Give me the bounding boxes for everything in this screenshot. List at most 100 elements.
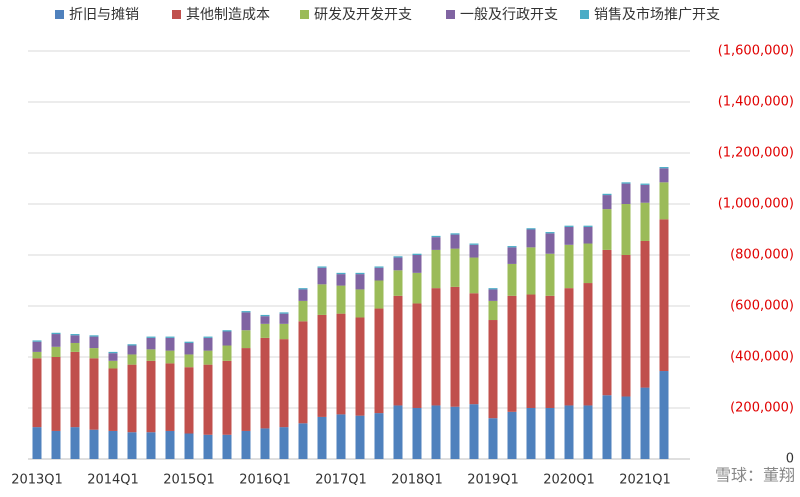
x-tick-label: 2014Q1 bbox=[87, 473, 139, 488]
bar-segment bbox=[469, 244, 479, 258]
bar-segment bbox=[469, 257, 479, 294]
legend-swatch bbox=[300, 10, 309, 19]
bar-segment bbox=[108, 351, 118, 354]
bar-segment bbox=[32, 351, 42, 359]
bar-segment bbox=[336, 313, 346, 415]
legend-label: 销售及市场推广开支 bbox=[594, 6, 720, 23]
bar-segment bbox=[640, 184, 650, 203]
bar-segment bbox=[659, 219, 669, 372]
bar-segment bbox=[621, 182, 631, 184]
x-tick-label: 2020Q1 bbox=[543, 473, 595, 488]
bar-segment bbox=[146, 336, 156, 338]
bar-segment bbox=[70, 351, 80, 428]
bar-segment bbox=[222, 434, 232, 459]
bar-segment bbox=[507, 247, 517, 264]
watermark: 雪球：董翔 bbox=[715, 466, 795, 485]
bar-segment bbox=[279, 312, 289, 314]
bar-segment bbox=[412, 408, 422, 459]
y-tick-label: 0 bbox=[786, 452, 794, 467]
y-tick-label: (1,400,000) bbox=[718, 95, 794, 110]
bar-segment bbox=[431, 237, 441, 250]
legend-swatch bbox=[446, 10, 455, 19]
bar-segment bbox=[222, 360, 232, 435]
bar-segment bbox=[640, 183, 650, 185]
bar-segment bbox=[545, 233, 555, 254]
bar-segment bbox=[260, 323, 270, 338]
bar-segment bbox=[317, 284, 327, 315]
bar-segment bbox=[450, 248, 460, 287]
bar-segment bbox=[184, 433, 194, 459]
y-tick-label: (1,600,000) bbox=[718, 44, 794, 59]
bar-segment bbox=[431, 405, 441, 459]
bar-segment bbox=[355, 274, 365, 290]
bar-segment bbox=[317, 266, 327, 268]
bar-segment bbox=[564, 288, 574, 406]
bar-segment bbox=[488, 288, 498, 290]
bar-segment bbox=[469, 293, 479, 405]
bar-segment bbox=[260, 314, 270, 317]
bar-segment bbox=[488, 418, 498, 459]
bar-segment bbox=[70, 427, 80, 459]
bar-segment bbox=[583, 243, 593, 284]
legend-swatch bbox=[580, 10, 589, 19]
bar-segment bbox=[222, 345, 232, 361]
bar-segment bbox=[507, 411, 517, 459]
bar-segment bbox=[165, 363, 175, 431]
bar-segment bbox=[450, 234, 460, 249]
bar-segment bbox=[89, 348, 99, 359]
bar-segment bbox=[621, 396, 631, 459]
bar-segment bbox=[108, 360, 118, 369]
bar-segment bbox=[260, 316, 270, 324]
y-tick-label: (600,000) bbox=[730, 299, 794, 314]
bar-segment bbox=[336, 285, 346, 314]
x-tick-label: 2021Q1 bbox=[619, 473, 671, 488]
bar-segment bbox=[165, 350, 175, 364]
bar-segment bbox=[564, 244, 574, 289]
x-tick-label: 2013Q1 bbox=[11, 473, 63, 488]
bar-segment bbox=[51, 357, 61, 431]
bar-segment bbox=[450, 233, 460, 235]
bar-segment bbox=[583, 283, 593, 406]
y-tick-label: (1,000,000) bbox=[718, 197, 794, 212]
bar-segment bbox=[127, 364, 137, 433]
bar-segment bbox=[526, 247, 536, 295]
bar-segment bbox=[298, 289, 308, 301]
bar-segment bbox=[659, 371, 669, 459]
legend-label: 折旧与摊销 bbox=[69, 7, 139, 23]
legend-swatch bbox=[172, 10, 181, 19]
bar-segment bbox=[317, 267, 327, 285]
bar-segment bbox=[89, 336, 99, 349]
bar-segment bbox=[374, 308, 384, 414]
bar-segment bbox=[336, 414, 346, 459]
bar-segment bbox=[51, 346, 61, 357]
bar-segment bbox=[32, 358, 42, 428]
x-tick-label: 2018Q1 bbox=[391, 473, 443, 488]
bar-segment bbox=[203, 336, 213, 338]
bar-segment bbox=[222, 330, 232, 332]
bar-segment bbox=[621, 183, 631, 204]
bar-segment bbox=[640, 387, 650, 459]
bar-segment bbox=[108, 353, 118, 361]
bar-segment bbox=[374, 266, 384, 268]
bar-segment bbox=[146, 360, 156, 433]
bar-segment bbox=[602, 209, 612, 250]
bar-segment bbox=[412, 255, 422, 273]
bar-segment bbox=[146, 349, 156, 361]
bar-segment bbox=[412, 303, 422, 408]
bar-segment bbox=[393, 270, 403, 296]
bar-segment bbox=[564, 226, 574, 245]
bar-segment bbox=[488, 300, 498, 321]
bar-segment bbox=[298, 300, 308, 322]
bar-segment bbox=[146, 432, 156, 459]
bar-segment bbox=[374, 413, 384, 459]
bar-segment bbox=[108, 368, 118, 431]
bar-segment bbox=[51, 332, 61, 335]
bar-segment bbox=[545, 232, 555, 234]
bar-segment bbox=[317, 416, 327, 459]
bar-segment bbox=[640, 240, 650, 388]
y-tick-label: (800,000) bbox=[730, 248, 794, 263]
bar-segment bbox=[108, 430, 118, 459]
bar-segment bbox=[659, 168, 669, 183]
bar-segment bbox=[583, 405, 593, 459]
